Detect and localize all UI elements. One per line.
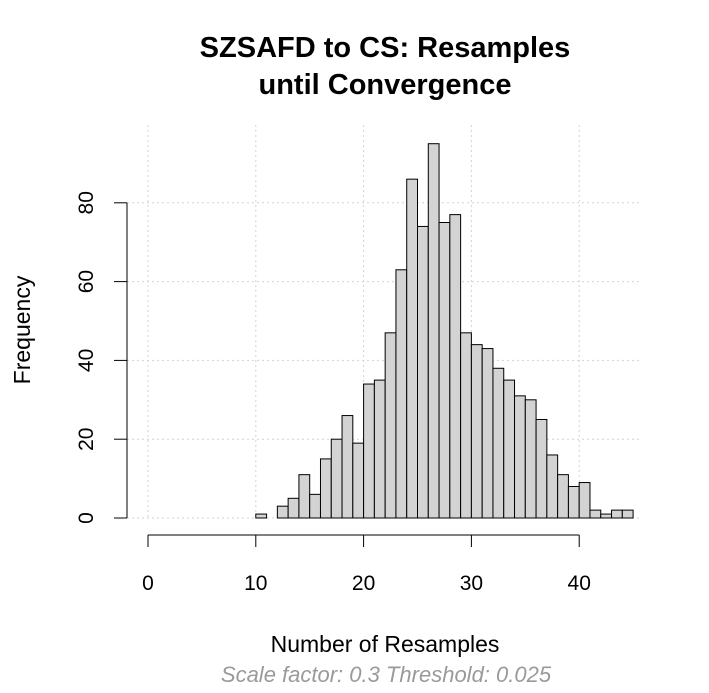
histogram-bar xyxy=(481,348,494,519)
histogram-bar xyxy=(589,509,602,519)
histogram-bar xyxy=(330,438,343,519)
histogram-bar xyxy=(621,509,634,519)
x-tick-label: 20 xyxy=(352,572,375,595)
histogram-bar xyxy=(514,395,526,519)
y-tick-label: 0 xyxy=(75,512,98,524)
histogram-bar xyxy=(438,222,451,519)
histogram-bar xyxy=(492,367,505,519)
histogram-bars xyxy=(255,143,634,519)
y-axis-label: Frequency xyxy=(9,275,35,384)
histogram-bar xyxy=(406,178,419,519)
histogram-bar xyxy=(319,458,332,519)
x-axis: 0 10 20 30 40 xyxy=(142,534,591,595)
histogram-bar xyxy=(395,269,408,519)
x-tick-label: 10 xyxy=(244,572,267,595)
histogram-bar xyxy=(611,509,623,519)
chart-subtitle: Scale factor: 0.3 Threshold: 0.025 xyxy=(221,662,552,687)
histogram-bar xyxy=(557,474,569,519)
histogram-bar xyxy=(309,493,321,519)
x-axis-label: Number of Resamples xyxy=(271,631,500,657)
histogram-bar xyxy=(427,143,440,519)
y-tick-label: 80 xyxy=(75,191,98,214)
histogram-bar xyxy=(255,513,268,519)
y-tick-label: 60 xyxy=(75,270,98,293)
histogram-bar xyxy=(578,482,591,519)
histogram-bar xyxy=(524,399,537,519)
histogram-bar xyxy=(363,383,375,519)
histogram-bar xyxy=(298,474,311,519)
histogram-bar xyxy=(567,485,580,519)
histogram-bar xyxy=(276,505,289,519)
histogram-bar xyxy=(535,419,548,519)
grid-lines xyxy=(127,125,642,520)
chart-title-line1: SZSAFD to CS: Resamples xyxy=(200,32,571,64)
histogram-bar xyxy=(460,332,472,519)
x-tick-label: 0 xyxy=(142,572,154,595)
y-tick-label: 20 xyxy=(75,428,98,451)
histogram-bar xyxy=(546,454,559,519)
chart-title-line2: until Convergence xyxy=(259,69,512,101)
y-tick-label: 40 xyxy=(75,349,98,372)
x-tick-label: 40 xyxy=(568,572,591,595)
histogram-bar xyxy=(287,497,300,519)
x-tick-label: 30 xyxy=(460,572,483,595)
histogram-bar xyxy=(341,415,354,519)
histogram-bar xyxy=(449,214,462,519)
histogram-bar xyxy=(384,332,397,519)
histogram-bar xyxy=(352,442,365,519)
histogram-bar xyxy=(470,344,483,519)
histogram-bar xyxy=(417,225,429,519)
y-axis: 0 20 40 60 80 xyxy=(75,191,128,524)
histogram-bar xyxy=(373,379,386,519)
histogram-bar xyxy=(600,513,613,519)
histogram-bar xyxy=(503,379,516,519)
